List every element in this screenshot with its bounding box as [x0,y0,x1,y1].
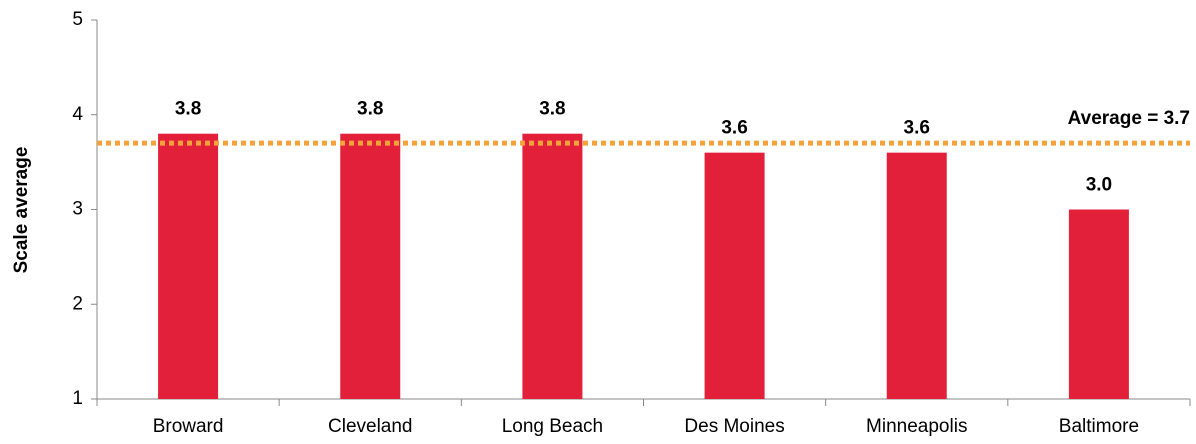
bar [158,133,219,399]
y-tick-label: 5 [72,9,83,30]
y-tick-label: 1 [72,388,83,409]
data-label: 3.6 [904,118,930,139]
bar [704,152,765,399]
y-tick-label: 4 [72,104,83,125]
bar [340,133,401,399]
average-label: Average = 3.7 [1068,108,1190,129]
x-tick-label: Broward [153,416,224,437]
y-tick-label: 2 [72,293,83,314]
bar [522,133,583,399]
x-tick-label: Cleveland [328,416,413,437]
data-label: 3.0 [1086,175,1112,196]
data-label: 3.8 [175,99,201,120]
y-tick-label: 3 [72,199,83,220]
data-label: 3.8 [539,99,565,120]
x-tick-label: Minneapolis [866,416,967,437]
x-tick-label: Des Moines [684,416,784,437]
data-label: 3.6 [721,118,747,139]
x-tick-label: Baltimore [1059,416,1139,437]
bar [1068,209,1129,399]
bar [886,152,947,399]
data-label: 3.8 [357,99,383,120]
y-axis-label: Scale average [11,147,32,274]
x-tick-label: Long Beach [502,416,603,437]
